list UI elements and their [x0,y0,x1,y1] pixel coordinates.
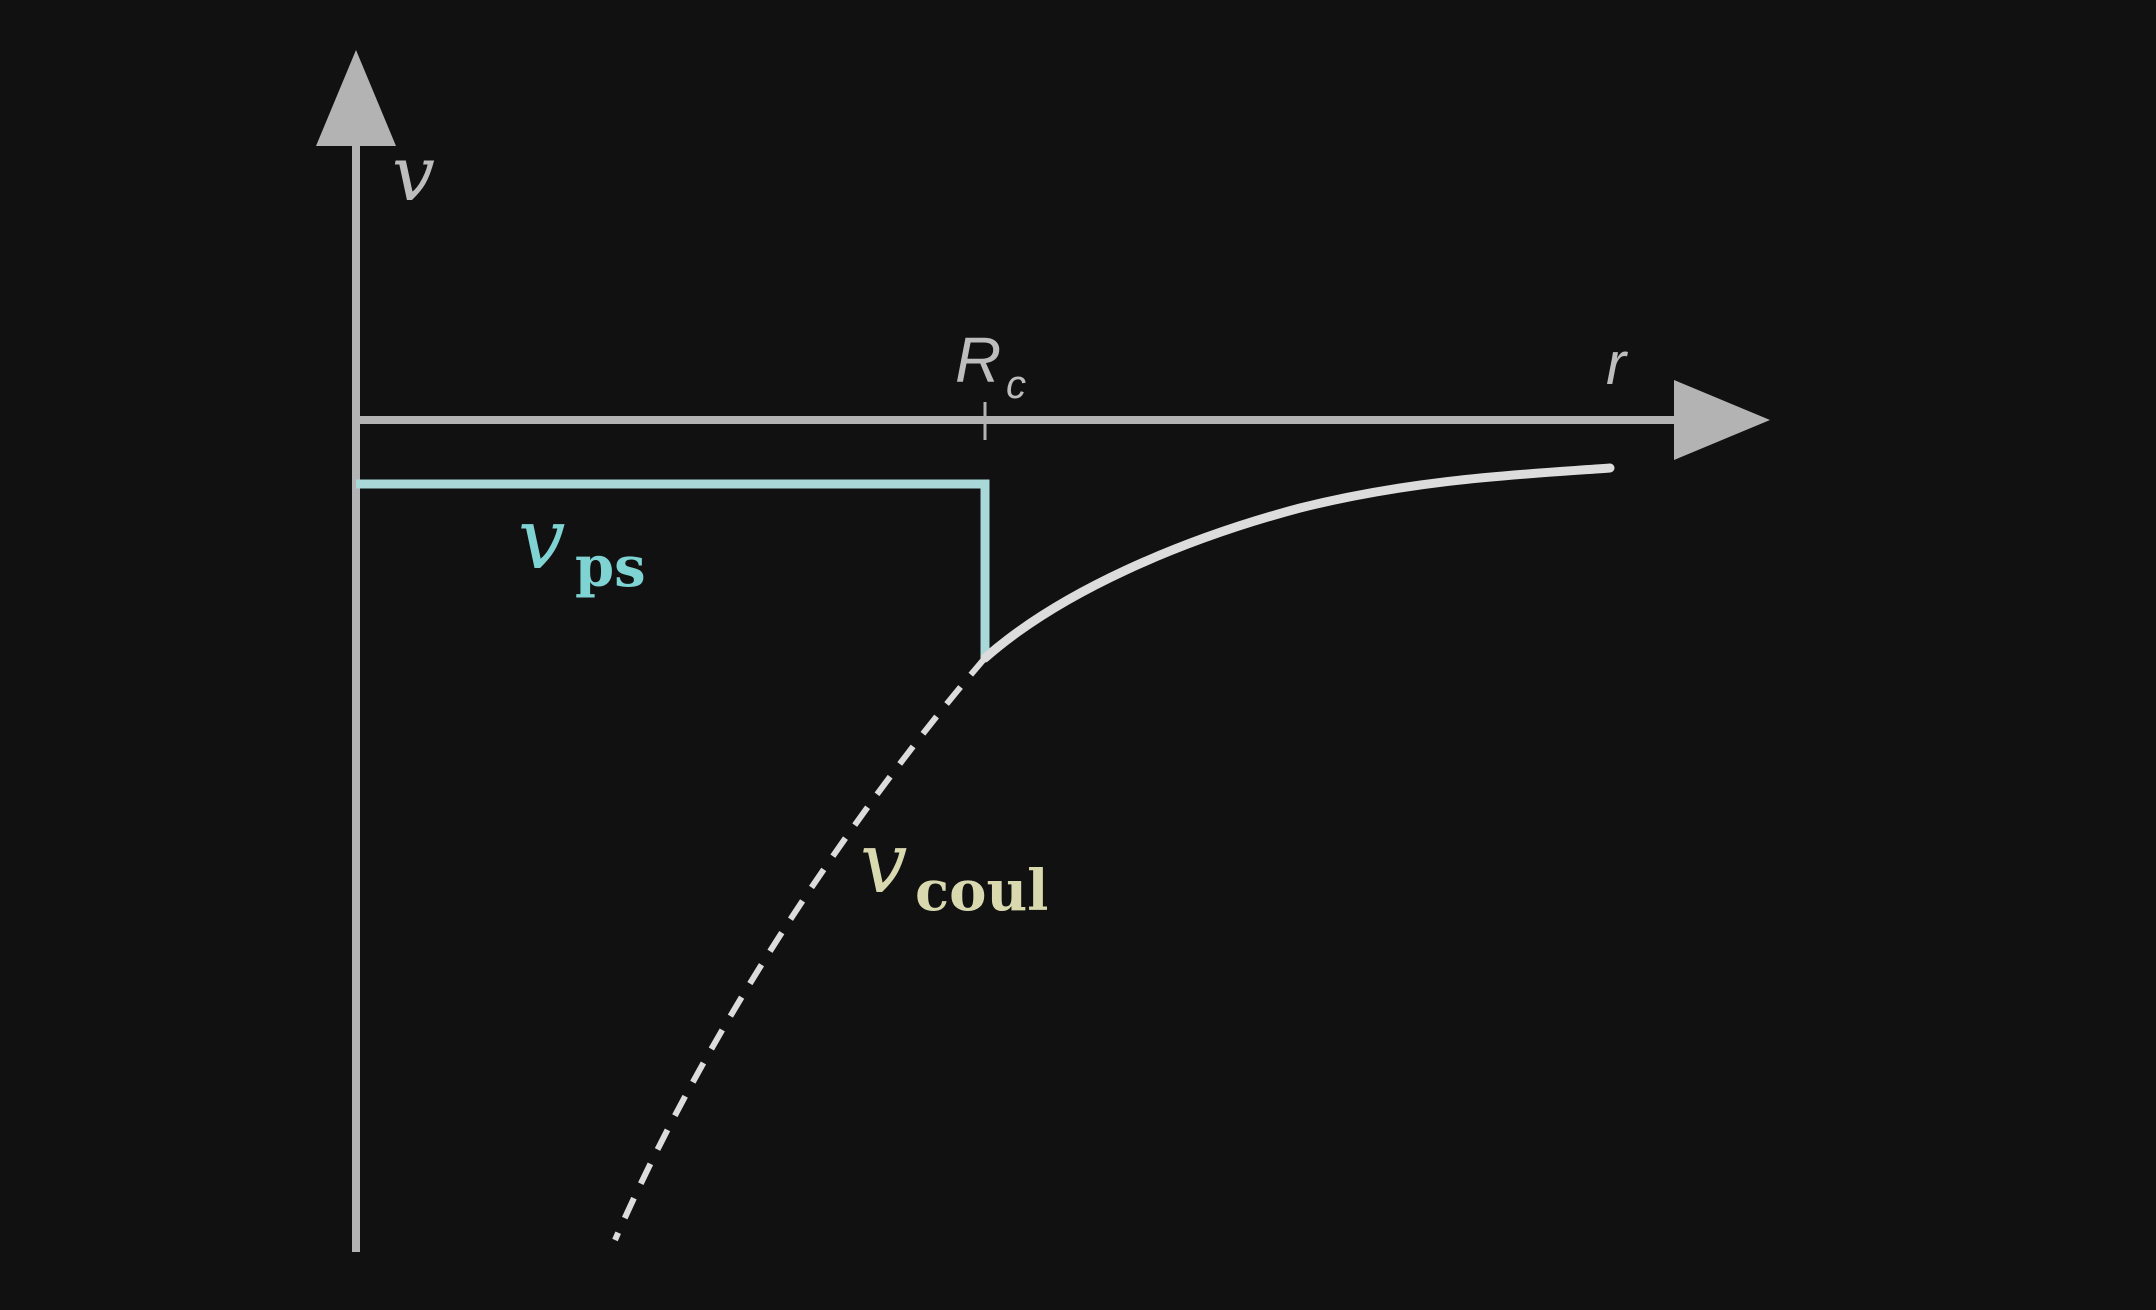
pseudopotential-curve [356,479,990,658]
cutoff-label-sub: c [1006,363,1026,407]
x-axis-label: r [1606,330,1628,397]
pseudopotential-label-main: v [518,490,565,588]
y-axis-label: v [392,129,435,218]
coulomb-label-sub: coul [915,858,1048,924]
coulomb-label-main: v [860,814,907,912]
coulomb-curve-inner-dashed [612,656,988,1242]
coulomb-curve-outer [980,463,1615,663]
cutoff-label: R c [955,324,1026,407]
pseudopotential-label-sub: ps [575,534,646,600]
coulomb-label: v coul [860,814,1048,924]
pseudopotential-label: v ps [518,490,646,600]
cutoff-label-main: R [955,324,1001,396]
